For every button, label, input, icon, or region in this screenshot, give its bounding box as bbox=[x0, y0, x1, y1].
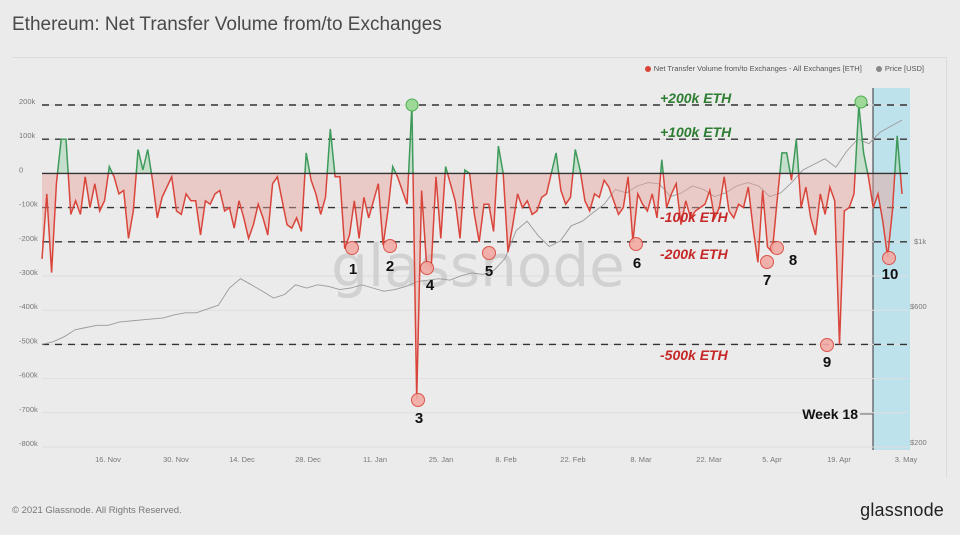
annotation-label: 5 bbox=[485, 263, 493, 280]
x-tick-label: 14. Dec bbox=[229, 455, 255, 464]
copyright-text: © 2021 Glassnode. All Rights Reserved. bbox=[12, 505, 182, 516]
x-tick-label: 5. Apr bbox=[762, 455, 782, 464]
reference-label: +200k ETH bbox=[660, 90, 732, 106]
y-tick-label: -600k bbox=[19, 371, 38, 380]
watermark: glassnode bbox=[331, 232, 625, 300]
y2-tick-label: $1k bbox=[914, 237, 926, 246]
annotation-label: 9 bbox=[823, 354, 831, 371]
price-line bbox=[41, 119, 903, 345]
page-title: Ethereum: Net Transfer Volume from/to Ex… bbox=[12, 14, 442, 35]
annotation-marker bbox=[411, 393, 425, 407]
reference-label: -100k ETH bbox=[660, 209, 729, 225]
reference-label: +100k ETH bbox=[660, 124, 732, 140]
annotation-marker bbox=[629, 237, 643, 251]
week-18-label: Week 18 bbox=[802, 406, 858, 422]
annotation-marker bbox=[820, 338, 834, 352]
chart-panel bbox=[12, 57, 947, 478]
annotation-marker bbox=[482, 246, 496, 260]
x-tick-label: 11. Jan bbox=[363, 455, 387, 464]
y-tick-label: 0 bbox=[19, 165, 23, 174]
annotation-label: 6 bbox=[633, 255, 641, 272]
x-tick-label: 22. Mar bbox=[696, 455, 722, 464]
legend-dot-gray-icon bbox=[875, 66, 882, 73]
y-tick-label: -700k bbox=[19, 405, 38, 414]
x-tick-label: 3. May bbox=[895, 455, 918, 464]
annotation-label: 2 bbox=[386, 258, 394, 275]
legend-label: Net Transfer Volume from/to Exchanges - … bbox=[653, 64, 862, 73]
y-tick-label: -200k bbox=[19, 234, 38, 243]
x-tick-label: 8. Mar bbox=[630, 455, 652, 464]
annotation-label: 1 bbox=[349, 261, 357, 278]
x-tick-label: 30. Nov bbox=[163, 455, 189, 464]
peak-marker bbox=[405, 98, 419, 112]
annotation-label: 7 bbox=[763, 272, 771, 289]
annotation-marker bbox=[760, 255, 774, 269]
legend-item-net-transfer[interactable]: Net Transfer Volume from/to Exchanges - … bbox=[644, 64, 862, 73]
y2-tick-label: $600 bbox=[910, 302, 927, 311]
x-tick-label: 28. Dec bbox=[295, 455, 321, 464]
y-tick-label: -100k bbox=[19, 200, 38, 209]
y-tick-label: -300k bbox=[19, 268, 38, 277]
y-tick-label: 200k bbox=[19, 97, 36, 106]
net-flow-line-negative bbox=[41, 173, 903, 400]
legend-item-price[interactable]: Price [USD] bbox=[875, 64, 924, 73]
y-tick-label: 100k bbox=[19, 131, 36, 140]
x-tick-label: 19. Apr bbox=[827, 455, 851, 464]
legend-dot-red-icon bbox=[644, 66, 651, 73]
reference-label: -200k ETH bbox=[660, 246, 729, 262]
y2-tick-label: $200 bbox=[910, 438, 927, 447]
x-tick-label: 16. Nov bbox=[95, 455, 121, 464]
y-tick-label: -800k bbox=[19, 439, 38, 448]
annotation-label: 4 bbox=[426, 277, 435, 294]
y-tick-label: -500k bbox=[19, 336, 38, 345]
annotation-marker bbox=[345, 241, 359, 255]
x-tick-label: 25. Jan bbox=[429, 455, 454, 464]
annotation-label: 8 bbox=[789, 252, 797, 269]
brand-logo: glassnode bbox=[860, 500, 944, 520]
peak-marker bbox=[854, 95, 868, 109]
annotation-marker bbox=[420, 261, 434, 275]
annotation-marker bbox=[770, 241, 784, 255]
annotation-marker bbox=[383, 239, 397, 253]
annotation-marker bbox=[882, 251, 896, 265]
x-tick-label: 22. Feb bbox=[560, 455, 585, 464]
reference-label: -500k ETH bbox=[660, 347, 729, 363]
y-tick-label: -400k bbox=[19, 302, 38, 311]
week-18-highlight bbox=[873, 88, 910, 450]
annotation-label: 3 bbox=[415, 410, 423, 427]
x-tick-label: 8. Feb bbox=[495, 455, 516, 464]
legend-label: Price [USD] bbox=[884, 64, 924, 73]
chart-legend: Net Transfer Volume from/to Exchanges - … bbox=[644, 64, 924, 73]
annotation-label: 10 bbox=[882, 266, 899, 283]
